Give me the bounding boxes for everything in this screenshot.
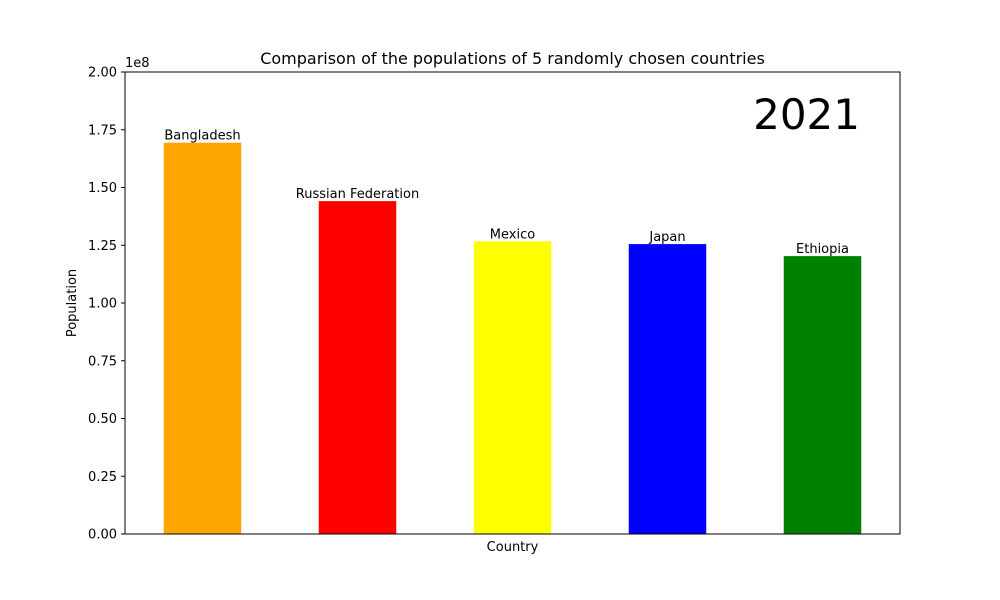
y-tick-label: 0.50 — [88, 412, 117, 427]
bar-russian-federation — [318, 201, 397, 534]
bar-bangladesh — [163, 142, 242, 534]
bars-layer — [163, 142, 862, 534]
y-tick-label: 1.00 — [88, 297, 117, 312]
y-axis-ticks: 0.00 0.25 0.50 0.75 1.00 1.25 1.50 1.75 2.00 — [88, 66, 125, 543]
y-multiplier-label: 1e8 — [125, 56, 150, 71]
y-tick-label: 0.25 — [88, 470, 117, 485]
y-tick-label: 1.50 — [88, 181, 117, 196]
y-axis-label: Population — [65, 269, 80, 337]
bar-label-japan: Japan — [648, 230, 685, 245]
bar-label-ethiopia: Ethiopia — [796, 242, 849, 257]
bar-label-russian-federation: Russian Federation — [296, 187, 419, 202]
y-tick-label: 0.75 — [88, 354, 117, 369]
x-axis-label: Country — [487, 540, 539, 555]
y-tick-label: 0.00 — [88, 528, 117, 543]
bar-mexico — [473, 241, 552, 534]
bar-ethiopia — [783, 256, 862, 534]
bar-label-bangladesh: Bangladesh — [164, 129, 240, 144]
y-tick-label: 1.75 — [88, 123, 117, 138]
bar-labels-layer: Bangladesh Russian Federation Mexico Japan E… — [164, 129, 849, 257]
chart-title: Comparison of the populations of 5 rando… — [260, 49, 765, 68]
plot-frame — [124, 71, 901, 535]
bar-label-mexico: Mexico — [490, 227, 535, 242]
y-tick-label: 1.25 — [88, 239, 117, 254]
year-label: 2021 — [753, 90, 860, 139]
bar-japan — [628, 244, 707, 534]
y-tick-label: 2.00 — [88, 66, 117, 81]
